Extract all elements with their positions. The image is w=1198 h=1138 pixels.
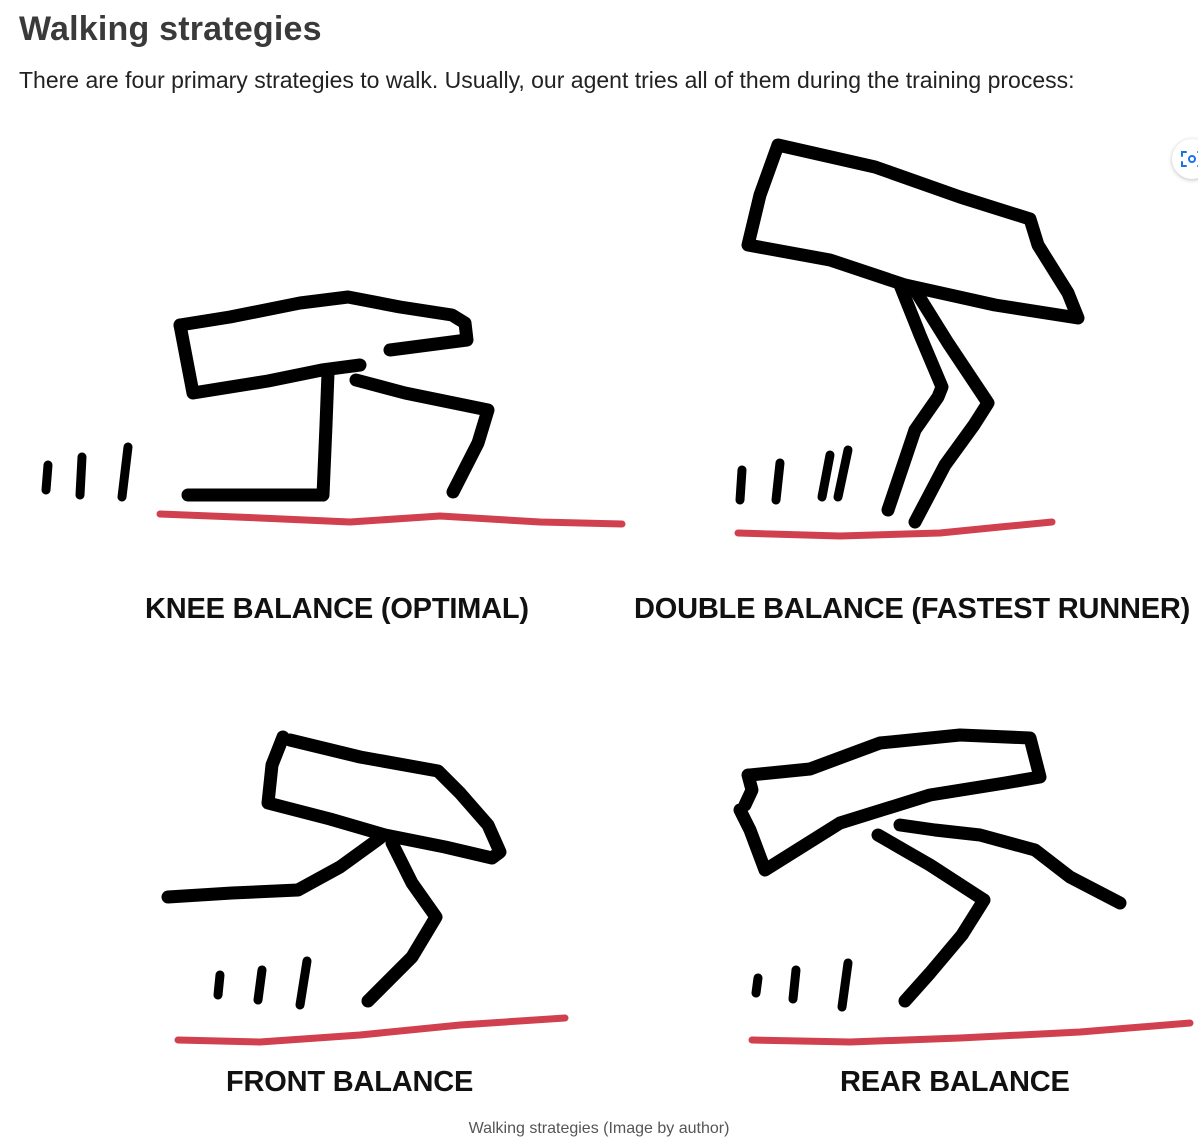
page-title: Walking strategies xyxy=(19,10,322,48)
walking-strategies-illustration xyxy=(41,138,1194,1046)
double-balance-sketch xyxy=(734,138,1085,540)
figure-caption: Walking strategies (Image by author) xyxy=(468,1120,730,1137)
scan-search-icon xyxy=(1181,151,1198,167)
front-balance-sketch xyxy=(161,730,569,1046)
intro-paragraph: There are four primary strategies to wal… xyxy=(19,67,1075,93)
panel-label-knee-balance: KNEE BALANCE (OPTIMAL) xyxy=(145,593,529,625)
panel-label-double-balance: DOUBLE BALANCE (FASTEST RUNNER) xyxy=(634,593,1191,625)
knee-balance-sketch xyxy=(41,290,626,528)
rear-balance-sketch xyxy=(733,728,1194,1046)
panel-label-front-balance: FRONT BALANCE xyxy=(226,1066,474,1098)
panel-label-rear-balance: REAR BALANCE xyxy=(840,1066,1070,1098)
walking-strategies-figure: KNEE BALANCE (OPTIMAL) DOUBLE BALANCE (F… xyxy=(0,125,1198,1137)
visual-search-button[interactable] xyxy=(1172,139,1198,179)
